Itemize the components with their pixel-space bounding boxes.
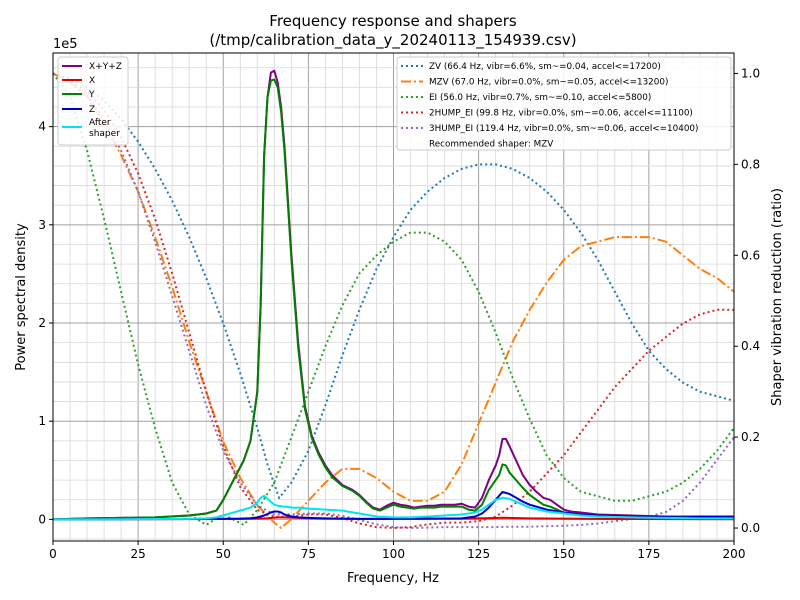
legend-shaper-label: 2HUMP_EI (99.8 Hz, vibr=0.0%, sm~=0.06, … (429, 109, 693, 119)
y2-axis-label: Shaper vibration reduction (ratio) (770, 188, 785, 406)
y-tick-label: 4 (38, 120, 46, 134)
legend-shaper-label: 3HUMP_EI (119.4 Hz, vibr=0.0%, sm~=0.06,… (429, 124, 698, 134)
y-axis-label: Power spectral density (14, 223, 29, 371)
y-tick-label: 0 (38, 512, 46, 526)
legend-psd-label: After (89, 118, 111, 128)
y2-tick-label: 0.4 (741, 339, 760, 353)
y2-tick-label: 0.2 (741, 430, 760, 444)
shaper-curves (52, 72, 735, 529)
y2-tick-label: 0.0 (741, 521, 760, 535)
y2-tick-label: 1.0 (741, 66, 760, 80)
legend-psd-label: X+Y+Z (89, 62, 122, 72)
shaper-line-4 (52, 72, 735, 529)
recommended-shaper-note: Recommended shaper: MZV (429, 140, 553, 150)
x-axis-ticks: 0 25 50 75 100 125 150 175 200 (49, 541, 745, 561)
x-tick-label: 200 (723, 547, 746, 561)
x-tick-label: 100 (382, 547, 405, 561)
shaper-line-0 (52, 72, 735, 499)
legend-shaper-label: EI (56.0 Hz, vibr=0.7%, sm~=0.10, accel<… (429, 93, 651, 103)
x-tick-label: 0 (49, 547, 57, 561)
legend-shaper-label: MZV (67.0 Hz, vibr=0.0%, sm~=0.05, accel… (429, 78, 668, 88)
x-axis-label: Frequency, Hz (347, 571, 439, 586)
legend-psd-label: X (89, 76, 95, 86)
chart-subtitle: (/tmp/calibration_data_y_20240113_154939… (209, 31, 576, 50)
y-tick-label: 1 (38, 414, 46, 428)
x-tick-label: 25 (130, 547, 145, 561)
right-y-axis-ticks: 0.0 0.2 0.4 0.6 0.8 1.0 (734, 66, 760, 535)
y2-tick-label: 0.6 (741, 248, 760, 262)
x-tick-label: 75 (301, 547, 316, 561)
shaper-line-1 (52, 72, 735, 529)
legend-psd-label: shaper (89, 129, 120, 139)
psd-line-4 (52, 494, 734, 521)
legend-shaper-label: ZV (66.4 Hz, vibr=6.6%, sm~=0.04, accel<… (429, 62, 661, 72)
legend-psd-label: Y (88, 90, 95, 100)
left-y-axis-ticks: 0 1 2 3 4 (38, 120, 53, 526)
y-multiplier-label: 1e5 (53, 37, 78, 52)
legend-shapers-box (396, 56, 732, 151)
x-tick-label: 150 (552, 547, 575, 561)
y-tick-label: 2 (38, 316, 46, 330)
legend-psd-label: Z (89, 105, 95, 115)
legend-shapers: ZV (66.4 Hz, vibr=6.6%, sm~=0.04, accel<… (396, 56, 732, 151)
psd-curves (52, 69, 735, 521)
y2-tick-label: 0.8 (741, 157, 760, 171)
psd-line-2 (52, 78, 735, 521)
x-tick-label: 175 (637, 547, 660, 561)
chart-title: Frequency response and shapers (269, 12, 517, 30)
y-tick-label: 3 (38, 218, 46, 232)
x-tick-label: 50 (216, 547, 231, 561)
x-tick-label: 125 (467, 547, 490, 561)
